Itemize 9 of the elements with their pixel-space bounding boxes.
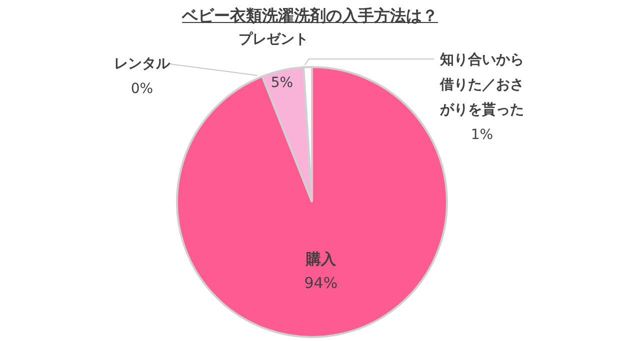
data-label: 5%	[270, 75, 294, 92]
data-label: 1%	[470, 127, 494, 143]
text: 0%	[130, 81, 154, 97]
slice-label: 購入	[304, 250, 337, 268]
slice-label: プレゼント	[238, 30, 309, 48]
chart-title: ベビー衣類洗濯洗剤の入手方法は？	[182, 6, 438, 25]
slice-label: 知り合いから借りた／おさがりを貰った	[439, 52, 524, 118]
data-label: 94%	[304, 274, 338, 292]
category-label: レンタル	[114, 56, 170, 72]
